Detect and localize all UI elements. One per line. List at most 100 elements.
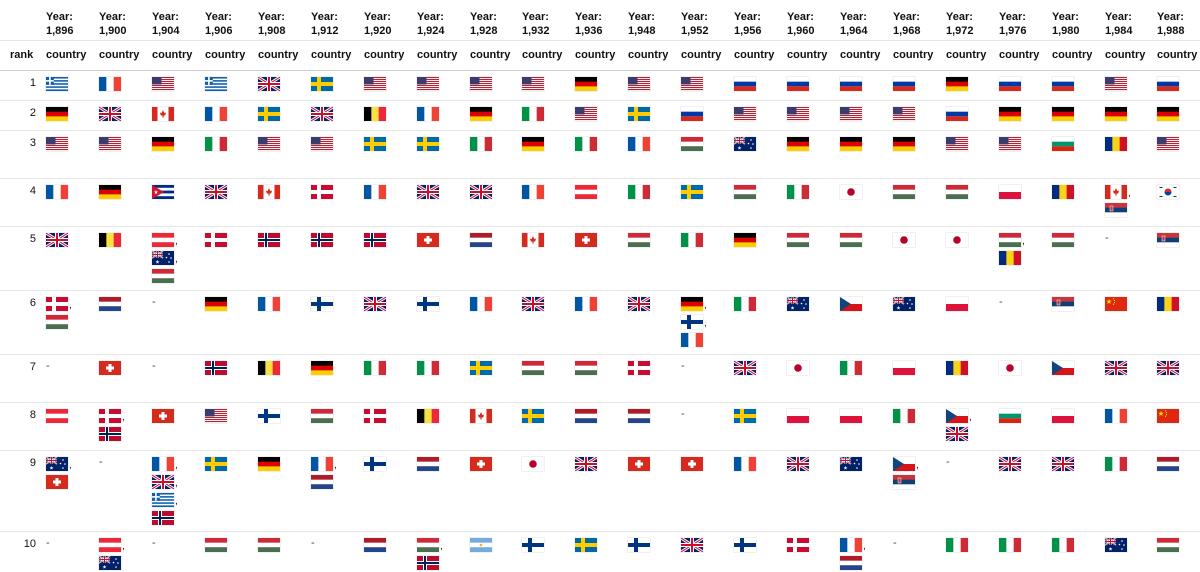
- flag-us-icon: [152, 77, 174, 91]
- rank-value: 5: [29, 233, 36, 245]
- flag-hungary-icon: [152, 269, 174, 283]
- table-cell: [840, 75, 862, 93]
- flag-entry: [1052, 135, 1074, 151]
- separator-comma: ,: [122, 541, 125, 552]
- table-cell: [1052, 183, 1074, 201]
- flag-entry: [1105, 201, 1131, 217]
- row-divider: [0, 130, 1200, 131]
- flag-germany-icon: [522, 137, 544, 151]
- table-cell: [258, 75, 280, 93]
- flag-entry: [258, 536, 280, 552]
- flag-sweden-icon: [681, 185, 703, 199]
- table-cell: [311, 135, 333, 153]
- country-header: country: [1105, 49, 1146, 61]
- table-cell: [364, 295, 386, 313]
- flag-finland-icon: [364, 457, 386, 471]
- table-cell: [46, 183, 68, 201]
- table-cell: [946, 75, 968, 93]
- table-cell: [999, 135, 1021, 153]
- flag-entry: [1157, 455, 1179, 471]
- table-cell: [470, 183, 492, 201]
- year-header: Year: 1,980: [1052, 10, 1080, 38]
- flag-sweden-icon: [311, 77, 333, 91]
- table-cell: ,: [46, 295, 72, 331]
- flag-czechia-icon: [840, 297, 862, 311]
- flag-entry: [999, 359, 1021, 375]
- table-cell: [734, 536, 756, 554]
- flag-switzerland-icon: [575, 233, 597, 247]
- separator-comma: ,: [122, 412, 125, 423]
- flag-bulgaria-icon: [1052, 137, 1074, 151]
- flag-entry: [946, 183, 968, 199]
- table-cell: [787, 359, 809, 377]
- flag-germany-icon: [258, 457, 280, 471]
- country-header: country: [364, 49, 405, 61]
- year-value: 1,920: [364, 25, 392, 37]
- flag-entry: ,: [1105, 183, 1131, 199]
- table-cell: [1052, 75, 1074, 93]
- flag-argentina-icon: [470, 538, 492, 552]
- flag-us-icon: [258, 137, 280, 151]
- table-cell: [1052, 231, 1074, 249]
- flag-entry: [364, 105, 386, 121]
- separator-comma: ,: [1022, 236, 1025, 247]
- table-cell: [734, 75, 756, 93]
- flag-canada-icon: [258, 185, 280, 199]
- table-cell: [417, 359, 439, 377]
- flag-entry: ,: [417, 536, 443, 552]
- flag-us-icon: [575, 107, 597, 121]
- flag-entry: [311, 231, 333, 247]
- year-label: Year:: [258, 11, 285, 23]
- table-cell: [575, 295, 597, 313]
- flag-entry: [893, 473, 919, 489]
- flag-romania-icon: [999, 251, 1021, 265]
- flag-entry: [946, 231, 968, 247]
- flag-italy-icon: [681, 233, 703, 247]
- flag-entry: [840, 75, 862, 91]
- flag-belgium-icon: [258, 361, 280, 375]
- flag-belgium-icon: [99, 233, 121, 247]
- separator-comma: ,: [1128, 188, 1131, 199]
- flag-russia-icon: [787, 77, 809, 91]
- table-cell: [628, 135, 650, 153]
- table-cell: [258, 407, 280, 425]
- flag-us-icon: [99, 137, 121, 151]
- flag-entry: [840, 231, 862, 247]
- flag-norway-icon: [364, 233, 386, 247]
- flag-entry: [1157, 359, 1179, 375]
- flag-canada-icon: [152, 107, 174, 121]
- flag-us-icon: [734, 107, 756, 121]
- separator-comma: ,: [175, 236, 178, 247]
- flag-us-icon: [205, 409, 227, 423]
- flag-china-icon: [1157, 409, 1179, 423]
- table-cell: [840, 455, 862, 473]
- flag-entry: ,: [840, 536, 866, 552]
- table-cell: [1052, 135, 1074, 153]
- flag-entry: [840, 455, 862, 471]
- flag-entry: [205, 75, 227, 91]
- table-cell: [522, 359, 544, 377]
- flag-poland-icon: [840, 409, 862, 423]
- year-label: Year:: [1105, 11, 1132, 23]
- table-cell: [734, 455, 756, 473]
- empty-dash: -: [99, 456, 103, 468]
- flag-entry: [1052, 75, 1074, 91]
- flag-denmark-icon: [99, 409, 121, 423]
- rank-value: 6: [29, 297, 36, 309]
- flag-finland-icon: [628, 538, 650, 552]
- table-cell: [1052, 407, 1074, 425]
- flag-entry: [470, 231, 492, 247]
- table-cell: [893, 75, 915, 93]
- table-cell: [840, 295, 862, 313]
- flag-france-icon: [734, 457, 756, 471]
- year-value: 1,896: [46, 25, 74, 37]
- flag-cuba-icon: [152, 185, 174, 199]
- table-cell: [628, 359, 650, 377]
- flag-france-icon: [46, 185, 68, 199]
- table-cell: [628, 183, 650, 201]
- flag-entry: [575, 359, 597, 375]
- flag-entry: [1105, 135, 1127, 151]
- table-cell: -: [999, 295, 1003, 309]
- table-cell: [1052, 105, 1074, 123]
- flag-entry: [787, 135, 809, 151]
